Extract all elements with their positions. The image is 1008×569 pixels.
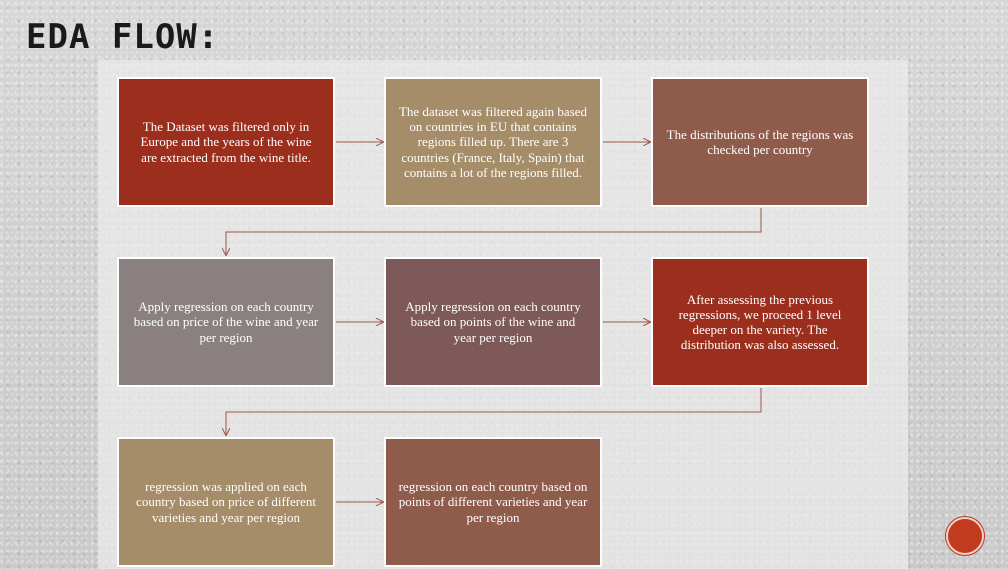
step-box-6: After assessing the previous regressions… <box>651 257 869 387</box>
step-box-2: The dataset was filtered again based on … <box>384 77 602 207</box>
step-text-1: The Dataset was filtered only in Europe … <box>140 119 312 165</box>
step-text-6: After assessing the previous regressions… <box>678 291 842 353</box>
step-text-8: regression on each country based on poin… <box>398 479 588 525</box>
connector-6-7 <box>226 388 762 435</box>
slide-title: EDA FLOW: <box>26 17 220 57</box>
step-text-3: The distributions of the regions was che… <box>666 126 854 157</box>
step-box-5: Apply regression on each country based o… <box>384 257 602 387</box>
step-box-1: The Dataset was filtered only in Europe … <box>117 77 335 207</box>
step-text-2: The dataset was filtered again based on … <box>398 103 588 180</box>
step-box-4: Apply regression on each country based o… <box>117 257 335 387</box>
step-text-7: regression was applied on each country b… <box>136 479 316 525</box>
next-slide-icon[interactable] <box>946 517 984 555</box>
step-box-3: The distributions of the regions was che… <box>651 77 869 207</box>
step-box-8: regression on each country based on poin… <box>384 437 602 567</box>
step-text-5: Apply regression on each country based o… <box>405 299 581 345</box>
step-text-4: Apply regression on each country based o… <box>133 299 319 345</box>
connector-3-4 <box>226 208 762 255</box>
step-box-7: regression was applied on each country b… <box>117 437 335 567</box>
